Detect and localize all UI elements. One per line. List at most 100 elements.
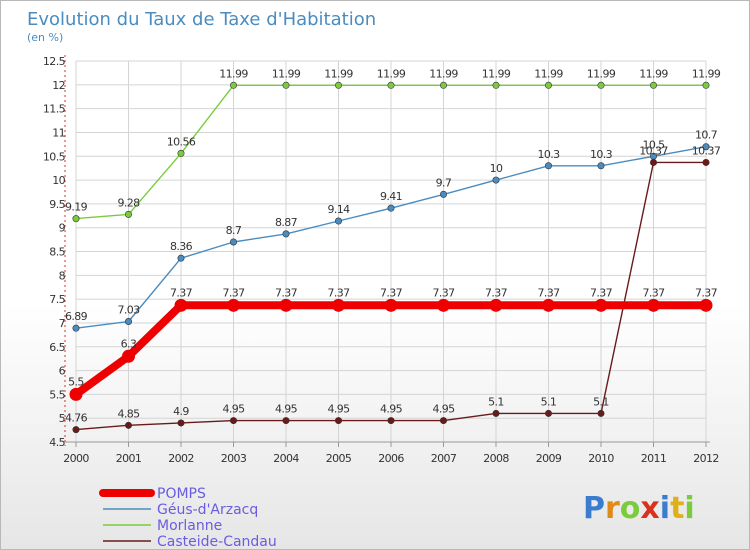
data-label: 5.1 [541,395,557,408]
y-tick-label: 9.5 [49,198,65,211]
data-label: 4.76 [65,412,88,425]
data-label: 8.87 [275,216,298,229]
data-label: 7.37 [275,286,298,299]
x-tick-label: 2001 [116,452,142,465]
x-tick-label: 2012 [693,452,719,465]
data-label: 10.7 [695,129,718,142]
y-tick-label: 11.5 [43,103,66,116]
logo-letter: i [684,491,694,526]
data-point [702,158,710,166]
data-point [69,387,83,401]
logo-letter: P [583,491,605,526]
proxiti-logo: Proxiti [583,491,695,526]
logo-letter: t [670,491,684,526]
data-point [649,158,657,166]
data-label: 4.95 [380,403,403,416]
y-tick-label: 9 [59,222,66,235]
data-label: 11.99 [272,67,301,80]
data-label: 11.99 [429,67,458,80]
data-point [544,409,552,417]
data-point [174,298,188,312]
data-point [439,417,447,425]
data-point [387,81,395,89]
data-point [282,81,290,89]
data-label: 7.03 [117,304,140,317]
data-label: 9.19 [65,201,88,214]
data-point [72,426,80,434]
x-tick-label: 2009 [536,452,562,465]
y-tick-label: 10.5 [43,150,66,163]
data-label: 4.85 [117,407,140,420]
data-point [492,176,500,184]
data-point [544,162,552,170]
data-label: 7.37 [642,286,665,299]
chart-title: Evolution du Taux de Taxe d'Habitation [27,9,376,30]
y-tick-label: 5 [59,412,66,425]
data-label: 5.1 [488,395,504,408]
data-point [125,318,133,326]
axes: 4.555.566.577.588.599.51010.51111.51212.… [43,55,719,465]
data-point [230,81,238,89]
data-point [649,81,657,89]
data-label: 7.37 [327,286,350,299]
grid [75,60,707,443]
data-label: 7.37 [590,286,613,299]
data-point [437,298,450,312]
data-point [122,349,135,363]
data-label: 7.37 [380,286,403,299]
data-label: 4.9 [173,405,189,418]
data-point [230,417,238,425]
y-tick-label: 12.5 [43,55,66,68]
y-tick-label: 6.5 [49,341,65,354]
data-point [492,81,500,89]
x-tick-label: 2000 [63,452,89,465]
logo-letter: r [605,491,620,526]
data-label: 4.95 [222,403,245,416]
x-tick-label: 2011 [641,452,667,465]
data-point [125,210,133,218]
legend-label: Casteide-Candau [157,534,277,549]
data-point [177,149,185,157]
data-label: 7.37 [537,286,560,299]
y-tick-label: 5.5 [49,388,65,401]
data-point [227,298,240,312]
data-point [702,81,710,89]
y-tick-label: 8 [59,269,66,282]
data-label: 7.37 [222,286,245,299]
data-point [230,238,238,246]
data-label: 11.99 [219,67,248,80]
logo-letter: o [620,491,641,526]
data-label: 7.37 [485,286,508,299]
legend-label: Morlanne [157,518,222,534]
x-tick-label: 2007 [431,452,457,465]
x-tick-label: 2010 [588,452,614,465]
data-labels: 5.5 6.3 7.37 7.37 7.37 7.37 7.37 7.37 7.37 7.37 7.… [65,67,721,424]
data-label: 10.3 [590,148,613,161]
data-point [699,298,713,312]
legend-label: POMPS [157,486,206,502]
data-point [597,81,605,89]
y-tick-label: 11 [52,126,65,139]
data-point [72,324,80,332]
data-point [282,417,290,425]
data-label: 8.36 [170,240,193,253]
data-point [597,162,605,170]
data-label: 7.37 [170,286,193,299]
data-point [387,417,395,425]
data-label: 7.37 [432,286,455,299]
data-point [72,215,80,223]
data-label: 10.37 [639,144,668,157]
data-point [594,298,608,312]
data-label: 11.99 [692,67,721,80]
data-point [597,409,605,417]
data-label: 4.95 [327,403,350,416]
data-point [282,230,290,238]
data-point [489,298,503,312]
y-tick-label: 8.5 [49,246,65,259]
data-label: 10.3 [537,148,560,161]
data-point [492,409,500,417]
x-tick-label: 2003 [221,452,247,465]
x-tick-label: 2006 [378,452,404,465]
x-tick-label: 2002 [168,452,194,465]
